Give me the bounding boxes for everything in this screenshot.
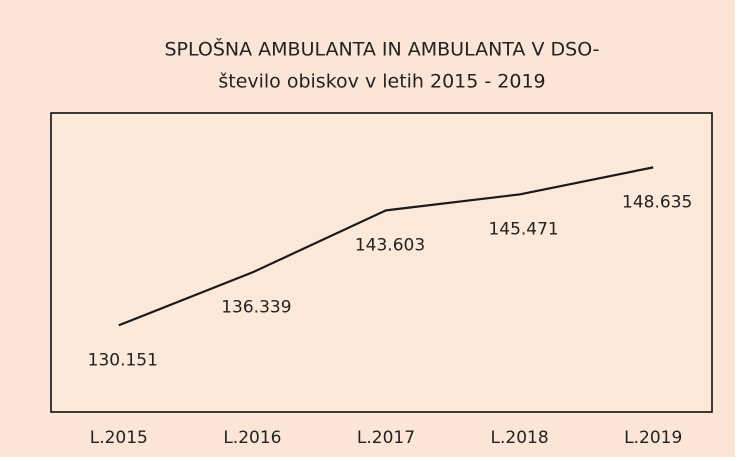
x-tick-label: L.2015	[90, 428, 148, 448]
plot-area	[50, 112, 713, 413]
x-tick-label: L.2016	[223, 428, 281, 448]
x-tick-label: L.2019	[624, 428, 682, 448]
data-label: 148.635	[622, 192, 692, 212]
chart-title: SPLOŠNA AMBULANTA IN AMBULANTA V DSO-	[164, 37, 599, 61]
data-label: 145.471	[488, 219, 558, 239]
x-tick-label: L.2017	[357, 428, 415, 448]
x-tick-label: L.2018	[491, 428, 549, 448]
data-label: 143.603	[355, 235, 425, 255]
chart-subtitle: število obiskov v letih 2015 - 2019	[218, 71, 545, 93]
data-line	[118, 166, 654, 327]
data-label: 130.151	[88, 350, 158, 370]
data-label: 136.339	[221, 297, 291, 317]
